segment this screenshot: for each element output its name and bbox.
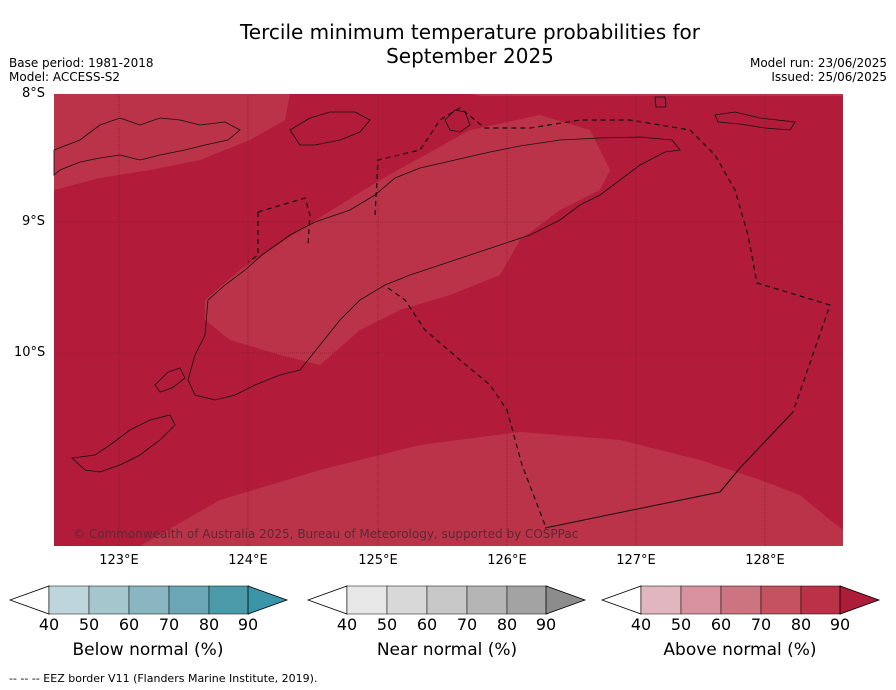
colorbar-below-bin (208, 585, 250, 615)
colorbar-above-bin (640, 585, 682, 615)
near-tick: 80 (496, 615, 518, 634)
colorbar-above-bin (800, 585, 842, 615)
issued-text: Issued: 25/06/2025 (771, 70, 887, 84)
colorbar-above-bin (760, 585, 802, 615)
coast-alor (289, 111, 371, 146)
lon-label-128e: 128°E (745, 553, 785, 568)
below-tick: 40 (38, 615, 60, 634)
colorbar-above-high-arrow (839, 585, 881, 615)
colorbar-below-bin (88, 585, 130, 615)
coast-small-island (654, 96, 667, 108)
below-tick: 60 (118, 615, 140, 634)
near-tick: 40 (336, 615, 358, 634)
colorbar-above (600, 585, 881, 615)
eez-solid-segment (544, 411, 794, 529)
colorbar-near-high-arrow (545, 585, 587, 615)
coast-semau (154, 367, 186, 393)
above-tick: 90 (829, 615, 851, 634)
colorbar-near-bin (346, 585, 388, 615)
model-text: Model: ACCESS-S2 (9, 70, 121, 84)
base-period-text: Base period: 1981-2018 (9, 56, 154, 70)
lon-label-124e: 124°E (228, 553, 268, 568)
eez-legend-footer: -- -- -- EEZ border V11 (Flanders Marine… (9, 672, 318, 685)
below-tick: 80 (198, 615, 220, 634)
colorbar-below-high-arrow (247, 585, 289, 615)
near-tick: 50 (376, 615, 398, 634)
above-80-region-north (54, 94, 290, 190)
colorbar-above-title: Above normal (%) (663, 640, 817, 660)
colorbar-below-low-arrow (8, 585, 50, 615)
colorbar-near (306, 585, 587, 615)
coastlines (53, 96, 796, 473)
copyright-notice: © Commonwealth of Australia 2025, Bureau… (73, 527, 579, 541)
lon-label-127e: 127°E (616, 553, 656, 568)
above-tick: 70 (750, 615, 772, 634)
above-tick: 50 (670, 615, 692, 634)
colorbar-below-bin (48, 585, 90, 615)
eez-border (247, 107, 831, 526)
above-tick: 40 (630, 615, 652, 634)
near-tick: 90 (535, 615, 557, 634)
chart-title: Tercile minimum temperature probabilitie… (200, 20, 740, 68)
coast-rote (71, 414, 176, 473)
colorbar-near-bin (386, 585, 428, 615)
below-tick: 90 (237, 615, 259, 634)
lat-label-10s: 10°S (14, 345, 46, 360)
colorbar-near-bin (466, 585, 508, 615)
meta-right: Model run: 23/06/2025 Issued: 25/06/2025 (750, 56, 887, 84)
colorbar-below-title: Below normal (%) (72, 640, 224, 660)
lat-label-9s: 9°S (22, 214, 46, 229)
title-line-2: September 2025 (386, 44, 554, 68)
colorbar-near-title: Near normal (%) (376, 640, 518, 660)
model-run-text: Model run: 23/06/2025 (749, 56, 887, 70)
colorbar-below-bin (168, 585, 210, 615)
above-80-region-northeast (470, 94, 843, 96)
colorbar-near-bin (426, 585, 468, 615)
above-tick: 60 (710, 615, 732, 634)
above-80-region-south (140, 432, 843, 546)
coast-wetar (444, 109, 471, 133)
colorbar-below-bin (128, 585, 170, 615)
lon-label-123e: 123°E (99, 553, 139, 568)
near-tick: 70 (456, 615, 478, 634)
near-tick: 60 (416, 615, 438, 634)
colorbar-above-low-arrow (600, 585, 642, 615)
colorbar-below (8, 585, 289, 615)
colorbar-above-bin (720, 585, 762, 615)
coast-timor (187, 136, 681, 401)
colorbar-above-bin (680, 585, 722, 615)
gridlines (54, 94, 843, 546)
above-tick: 80 (790, 615, 812, 634)
below-tick: 70 (158, 615, 180, 634)
above-80-region-central (205, 115, 610, 365)
coast-flores (53, 117, 241, 176)
lon-label-126e: 126°E (487, 553, 527, 568)
below-tick: 50 (78, 615, 100, 634)
meta-left: Base period: 1981-2018 Model: ACCESS-S2 (9, 56, 154, 84)
coast-east-islands (714, 111, 796, 131)
title-line-1: Tercile minimum temperature probabilitie… (239, 20, 701, 44)
lat-label-8s: 8°S (22, 86, 46, 101)
lon-label-125e: 125°E (358, 553, 398, 568)
colorbar-near-low-arrow (306, 585, 348, 615)
colorbar-near-bin (506, 585, 548, 615)
